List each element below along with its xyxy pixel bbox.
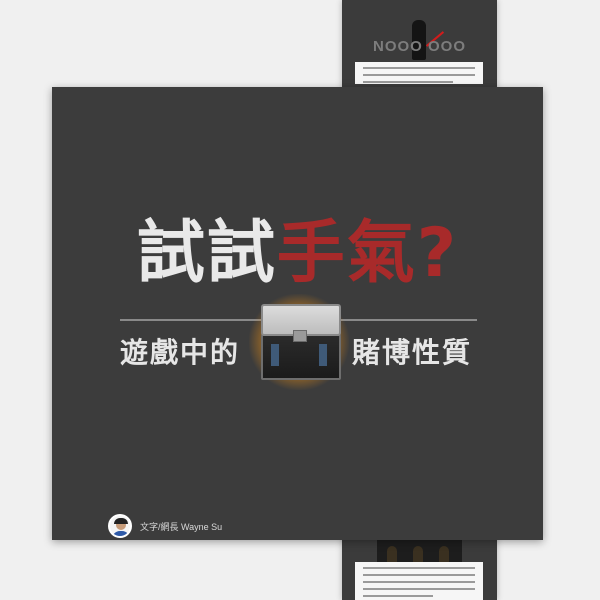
article-strip-title: NOOO OOO [372, 38, 466, 55]
article-strip-photo [377, 540, 462, 562]
loot-box-icon [249, 294, 349, 390]
article-strip-header: NOOO OOO [342, 0, 497, 60]
subtitle-left: 遊戲中的 [120, 336, 241, 369]
author-avatar [108, 514, 132, 538]
headline-white-text: 試試 [136, 214, 277, 293]
headline-red-text: 手氣? [276, 214, 459, 293]
author-byline: 文字/網長 Wayne Su [108, 514, 222, 538]
article-strip-paragraph-2 [355, 562, 483, 600]
subtitle-right: 賭博性質 [352, 336, 473, 369]
author-credit: 文字/網長 Wayne Su [140, 521, 223, 532]
darth-vader-figure-icon [412, 20, 426, 60]
cover-headline: 試試手氣? [52, 214, 543, 294]
cover-card: 試試手氣? 遊戲中的 賭博性質 文字/網長 Wayne Su [52, 87, 543, 540]
article-strip-paragraph [355, 62, 483, 84]
